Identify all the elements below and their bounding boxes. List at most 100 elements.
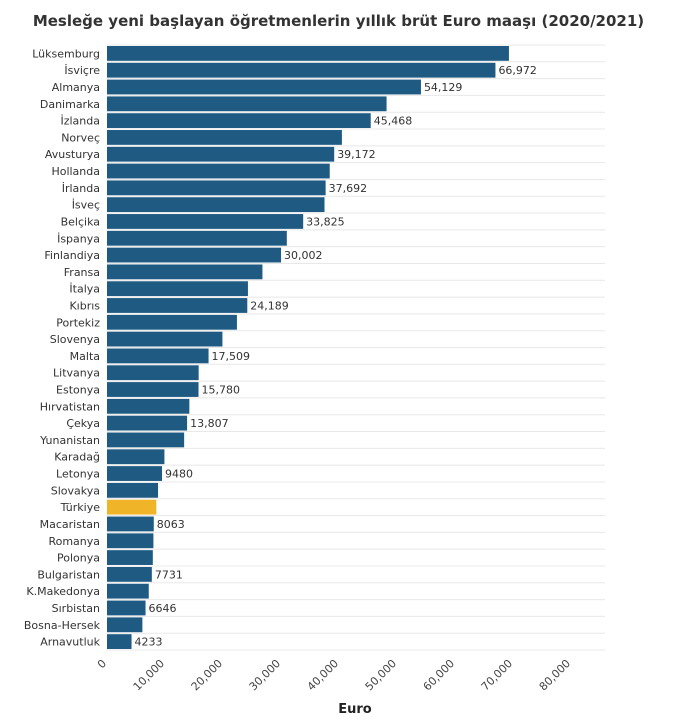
category-label: Karadağ <box>54 451 100 464</box>
bar <box>107 146 335 162</box>
bar <box>107 432 185 448</box>
category-label: Bulgaristan <box>37 568 100 581</box>
category-label: İsveç <box>72 199 100 212</box>
bar <box>107 79 421 95</box>
bar <box>107 382 199 397</box>
data-label: 37,692 <box>329 182 368 195</box>
bar <box>107 566 152 582</box>
bar <box>107 634 132 649</box>
data-label: 39,172 <box>337 148 376 161</box>
category-label: Slovakya <box>51 484 100 497</box>
x-axis: 0 10,000 20,000 30,000 40,000 50,000 60,000 70,… <box>95 657 573 693</box>
data-label: 13,807 <box>190 417 229 430</box>
bar <box>107 230 287 246</box>
gridlines <box>107 44 605 651</box>
data-label: 24,189 <box>250 299 289 312</box>
bar <box>107 163 330 179</box>
bar <box>107 264 263 280</box>
data-label: 54,129 <box>424 81 463 94</box>
data-label: 30,002 <box>284 249 323 262</box>
bar <box>107 550 153 565</box>
category-label: İsviçre <box>64 64 100 77</box>
data-label: 4233 <box>135 636 163 649</box>
category-label: Romanya <box>48 535 100 548</box>
x-tick-label: 0 <box>95 657 109 671</box>
bar <box>107 113 371 129</box>
data-label: 9480 <box>165 468 193 481</box>
category-label: Türkiye <box>60 501 101 514</box>
category-label: Litvanya <box>53 367 100 380</box>
bar <box>107 617 143 633</box>
category-label: Avusturya <box>45 148 100 161</box>
category-label: İzlanda <box>60 115 100 128</box>
x-tick-label: 20,000 <box>189 657 225 693</box>
category-label: Sırbistan <box>52 602 100 615</box>
bar <box>107 516 154 532</box>
bar <box>107 482 159 498</box>
category-label: İtalya <box>69 283 100 296</box>
data-label: 66,972 <box>498 64 537 77</box>
bar <box>107 180 326 196</box>
category-label: Yunanistan <box>39 434 100 447</box>
category-label: Çekya <box>66 417 100 430</box>
data-label: 45,468 <box>374 115 413 128</box>
category-label: İspanya <box>57 232 100 245</box>
bar <box>107 62 496 78</box>
bar <box>107 449 165 465</box>
category-label: Estonya <box>56 384 100 397</box>
x-tick-label: 10,000 <box>131 657 167 693</box>
category-label: Malta <box>70 350 100 363</box>
category-label: Letonya <box>56 468 100 481</box>
category-label: Arnavutluk <box>40 636 100 649</box>
category-label: Hırvatistan <box>40 400 100 413</box>
bar <box>107 415 188 431</box>
x-tick-label: 80,000 <box>537 657 573 693</box>
x-tick-label: 60,000 <box>421 657 457 693</box>
bar <box>107 96 387 112</box>
bars <box>107 46 509 649</box>
bar <box>107 466 162 481</box>
bar <box>107 348 209 364</box>
category-label: Danimarka <box>40 98 100 111</box>
chart-title: Mesleğe yeni başlayan öğretmenlerin yıll… <box>32 12 645 30</box>
data-label: 8063 <box>157 518 185 531</box>
category-label: Fransa <box>64 266 100 279</box>
bar <box>107 247 282 263</box>
data-label: 15,780 <box>202 384 241 397</box>
bar <box>107 499 157 515</box>
bar <box>107 130 342 145</box>
category-label: Kıbrıs <box>69 299 100 312</box>
labels: Lüksemburg İsviçre 66,972 Almanya 54,129 Dani… <box>24 47 537 648</box>
category-label: Macaristan <box>40 518 100 531</box>
bar <box>107 583 149 599</box>
category-label: Norveç <box>61 131 100 144</box>
bar <box>107 365 199 381</box>
bar <box>107 46 509 61</box>
x-tick-label: 40,000 <box>305 657 341 693</box>
category-label: İrlanda <box>62 182 100 195</box>
bar <box>107 298 248 313</box>
bar <box>107 197 325 213</box>
bar <box>107 533 154 549</box>
bar <box>107 214 304 229</box>
category-label: Belçika <box>61 215 100 228</box>
category-label: Almanya <box>52 81 100 94</box>
category-label: Bosna-Hersek <box>24 619 101 632</box>
x-tick-label: 30,000 <box>247 657 283 693</box>
category-label: Slovenya <box>50 333 100 346</box>
x-axis-title: Euro <box>338 702 372 717</box>
category-label: Hollanda <box>51 165 100 178</box>
category-label: Portekiz <box>56 316 100 329</box>
category-label: Lüksemburg <box>32 47 100 60</box>
data-label: 6646 <box>149 602 177 615</box>
category-label: K.Makedonya <box>26 585 100 598</box>
x-tick-label: 50,000 <box>363 657 399 693</box>
data-label: 7731 <box>155 568 183 581</box>
bar <box>107 398 190 414</box>
x-tick-label: 70,000 <box>479 657 515 693</box>
bar <box>107 281 248 297</box>
bar <box>107 314 237 330</box>
bar <box>107 331 223 347</box>
category-label: Finlandiya <box>44 249 100 262</box>
